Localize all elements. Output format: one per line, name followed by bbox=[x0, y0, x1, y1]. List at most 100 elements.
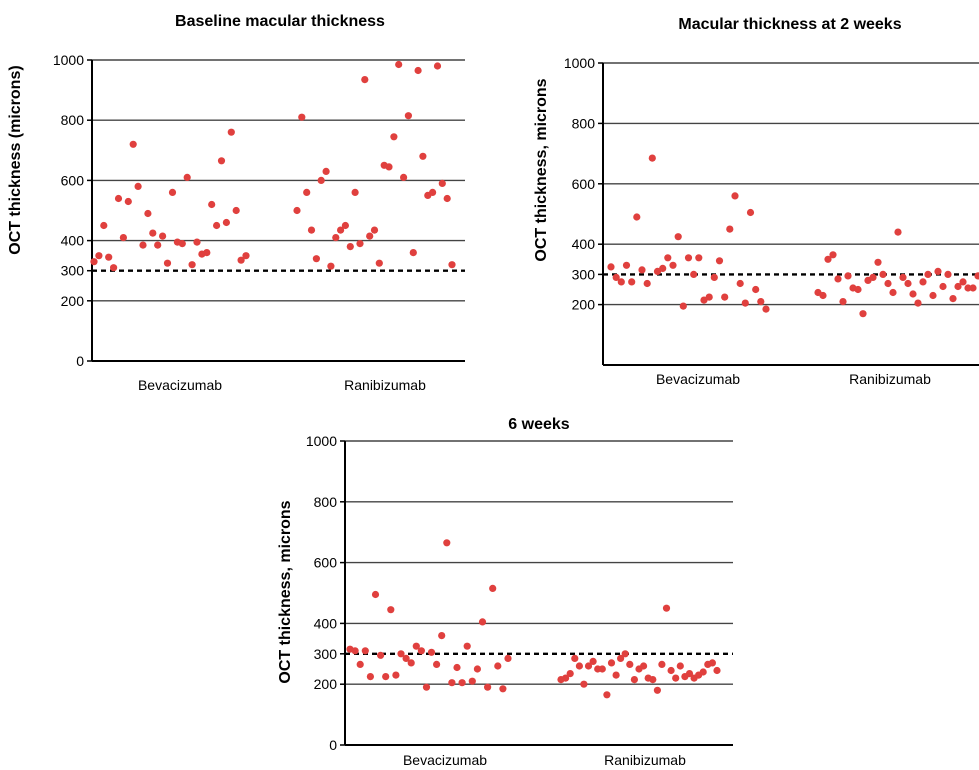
data-point bbox=[640, 662, 648, 670]
panel-baseline: Baseline macular thickness OCT thickness… bbox=[7, 13, 465, 393]
data-point bbox=[473, 665, 481, 673]
data-point bbox=[700, 296, 708, 304]
data-point bbox=[894, 228, 902, 236]
data-point bbox=[361, 76, 369, 84]
data-point bbox=[741, 299, 749, 307]
data-point bbox=[110, 264, 118, 272]
data-point bbox=[463, 642, 471, 650]
data-point bbox=[317, 176, 325, 184]
data-point bbox=[643, 279, 651, 288]
data-point bbox=[346, 243, 354, 251]
data-point bbox=[183, 173, 191, 181]
y-tick-label: 200 bbox=[314, 676, 338, 692]
data-point bbox=[427, 648, 436, 656]
y-tick-label: 800 bbox=[314, 494, 338, 510]
data-point bbox=[904, 279, 912, 288]
data-point bbox=[658, 660, 666, 669]
data-point bbox=[726, 225, 734, 233]
data-point bbox=[351, 188, 359, 196]
data-point bbox=[307, 226, 316, 234]
data-point bbox=[458, 679, 466, 687]
data-point bbox=[298, 113, 306, 121]
data-point bbox=[95, 252, 103, 260]
data-point bbox=[859, 310, 867, 318]
data-point bbox=[607, 659, 616, 667]
data-point bbox=[752, 285, 760, 294]
data-point bbox=[377, 651, 385, 659]
chart-title: Macular thickness at 2 weeks bbox=[678, 16, 901, 33]
data-point bbox=[929, 291, 937, 300]
y-tick-label: 400 bbox=[61, 233, 85, 249]
data-point bbox=[409, 249, 417, 257]
data-point bbox=[407, 659, 415, 667]
data-point bbox=[361, 647, 369, 655]
data-point bbox=[679, 302, 687, 310]
x-category-label: Ranibizumab bbox=[849, 371, 931, 387]
data-point bbox=[710, 273, 718, 281]
x-category-label: Bevacizumab bbox=[656, 371, 740, 387]
data-point bbox=[874, 258, 882, 266]
data-point bbox=[397, 650, 405, 658]
data-point bbox=[662, 604, 671, 612]
data-point bbox=[669, 261, 677, 269]
data-point bbox=[819, 291, 827, 300]
data-point bbox=[366, 673, 374, 681]
data-point bbox=[603, 691, 611, 699]
data-point bbox=[322, 167, 330, 175]
data-point bbox=[762, 305, 770, 313]
data-point bbox=[684, 254, 693, 262]
data-point bbox=[438, 179, 446, 187]
data-point bbox=[626, 660, 634, 669]
data-point bbox=[676, 662, 684, 670]
data-point bbox=[959, 278, 967, 286]
data-point bbox=[617, 278, 625, 286]
data-point bbox=[366, 232, 374, 240]
data-point bbox=[949, 295, 957, 303]
x-category-label: Bevacizumab bbox=[403, 752, 487, 768]
data-point bbox=[924, 270, 932, 278]
data-point bbox=[382, 673, 390, 681]
data-point bbox=[193, 238, 201, 246]
data-point bbox=[227, 128, 235, 136]
data-point bbox=[914, 299, 922, 307]
data-point bbox=[839, 298, 847, 306]
data-point bbox=[621, 650, 629, 658]
data-point bbox=[612, 273, 620, 281]
data-point bbox=[356, 240, 364, 248]
data-point bbox=[433, 62, 442, 70]
data-point bbox=[824, 255, 832, 263]
data-point bbox=[443, 539, 451, 547]
data-point bbox=[705, 293, 713, 301]
panel-2-weeks: Macular thickness at 2 weeks OCT thickne… bbox=[533, 16, 979, 387]
y-tick-label: 800 bbox=[61, 112, 85, 128]
chart-title: Baseline macular thickness bbox=[175, 13, 385, 30]
data-point bbox=[114, 194, 123, 203]
data-point bbox=[649, 676, 657, 684]
data-point bbox=[974, 272, 979, 280]
data-point bbox=[478, 618, 487, 626]
y-tick-label: 400 bbox=[314, 615, 338, 631]
data-point bbox=[708, 659, 717, 667]
data-point bbox=[395, 60, 403, 69]
data-point bbox=[715, 257, 724, 265]
y-tick-label: 600 bbox=[572, 176, 596, 192]
data-point bbox=[119, 234, 127, 242]
data-point bbox=[448, 261, 456, 269]
data-point bbox=[731, 192, 739, 200]
data-point bbox=[575, 662, 584, 670]
data-point bbox=[607, 263, 615, 271]
data-point bbox=[919, 278, 927, 286]
data-point bbox=[392, 671, 400, 679]
data-point bbox=[448, 679, 456, 687]
y-tick-label: 600 bbox=[61, 172, 85, 188]
data-point bbox=[699, 668, 707, 676]
data-point bbox=[438, 632, 446, 640]
data-point bbox=[139, 241, 147, 249]
data-point bbox=[589, 657, 597, 666]
data-point bbox=[869, 273, 877, 281]
data-point bbox=[939, 282, 947, 291]
data-point bbox=[667, 666, 675, 675]
data-point bbox=[484, 683, 492, 691]
y-axis-label: OCT thickness (microns) bbox=[7, 65, 24, 254]
